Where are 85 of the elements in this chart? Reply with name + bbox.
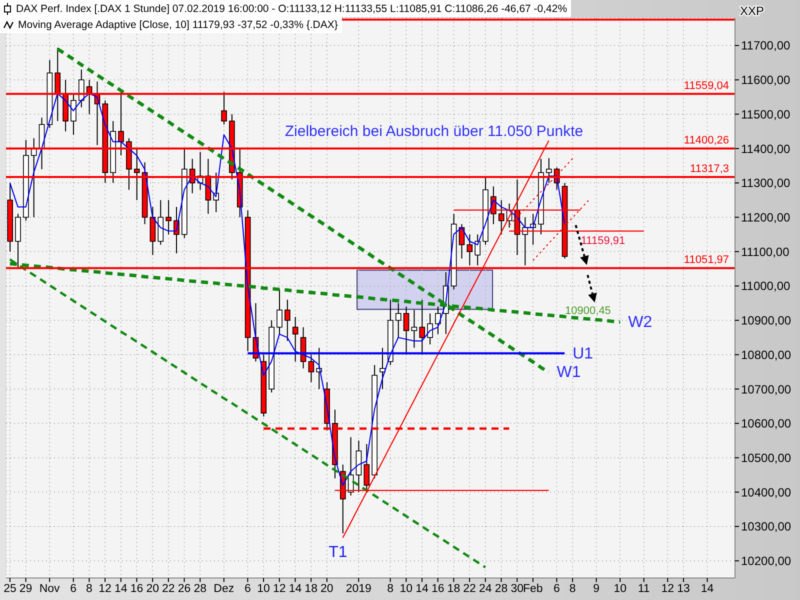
y-tick-label: 11400,00: [741, 142, 790, 156]
y-tick-label: 11600,00: [741, 73, 790, 88]
candlestick: [380, 347, 386, 390]
x-tick-label: 20: [320, 583, 334, 596]
y-tick-label: 11500,00: [741, 107, 790, 122]
y-tick-label: 11300,00: [741, 176, 790, 190]
ref-line-label: 11400,26: [684, 134, 729, 146]
y-tick-label: 10900,00: [741, 314, 792, 328]
candlestick: [284, 299, 290, 342]
y-tick-label: 10300,00: [741, 520, 792, 534]
chart-title: DAX Perf. Index [.DAX 1 Stunde] 07.02.2019 16:00:00 - O:11133,12 H:11133,55 L:11085,91 C:11086,26 -46,67 -0,42%: [16, 2, 568, 14]
x-tick-label: Feb: [523, 583, 543, 596]
x-tick-label: 6: [554, 583, 560, 596]
candlestick: [435, 306, 441, 335]
x-tick-label: 22: [162, 583, 175, 596]
text: XXP: [740, 4, 764, 18]
candlestick: [403, 306, 410, 356]
candlestick: [166, 200, 172, 235]
x-tick-label: 6: [244, 583, 251, 596]
annotation: 10900,45: [565, 305, 611, 317]
x-tick-label: 12: [661, 583, 674, 596]
x-tick-label: 29: [19, 583, 32, 596]
x-tick-label: 26: [178, 583, 191, 596]
x-tick-label: 28: [194, 583, 207, 596]
x-tick-label: 30: [510, 583, 524, 596]
x-tick-label: 16: [431, 583, 444, 596]
x-tick-label: 11: [638, 583, 650, 596]
x-tick-label: 8: [86, 583, 92, 596]
y-tick-label: 10800,00: [741, 348, 792, 362]
y-tick-label: 10500,00: [741, 451, 792, 466]
candlestick: [419, 299, 426, 356]
candlestick: [427, 312, 433, 345]
x-tick-label: 22: [463, 583, 476, 596]
x-tick-label: Dez: [214, 583, 234, 596]
x-tick-label: 14: [700, 583, 714, 596]
x-tick-label: Nov: [39, 583, 60, 596]
series-label: W2: [628, 314, 652, 331]
x-tick-label: 16: [130, 583, 144, 596]
y-tick-label: 11700,00: [741, 38, 790, 53]
ref-line-label: 11051,97: [684, 254, 729, 266]
y-tick-label: 10400,00: [741, 485, 792, 500]
y-tick-label: 10200,00: [741, 554, 792, 568]
candlestick: [292, 316, 298, 362]
candlestick: [70, 93, 76, 136]
chart-subtitle: Moving Average Adaptive [Close, 10] 11179,93 -37,52 -0,33% {.DAX}: [18, 19, 338, 31]
x-tick-label: 24: [479, 583, 492, 596]
x-tick-label: 14: [416, 583, 430, 596]
candlestick: [78, 69, 84, 108]
annotation: 11159,91: [580, 235, 626, 247]
x-tick-label: 28: [494, 583, 508, 596]
candlestick: [276, 288, 282, 335]
x-tick-label: 20: [146, 583, 159, 596]
x-tick-label: 6: [70, 583, 77, 596]
annotation: T1: [328, 544, 348, 560]
ref-line-label: 11559,04: [684, 80, 729, 92]
ref-line-label: 11317,3: [690, 162, 729, 175]
x-tick-label: 8: [387, 583, 394, 596]
x-tick-label: 10: [400, 583, 413, 596]
y-tick-label: 10700,00: [741, 382, 792, 396]
y-tick-label: 11200,00: [741, 210, 790, 225]
x-tick-label: 12: [272, 583, 286, 596]
y-tick-label: 11100,00: [741, 244, 790, 259]
x-tick-label: 14: [288, 583, 302, 596]
x-tick-label: 25: [4, 583, 16, 596]
x-tick-label: 10: [257, 583, 270, 596]
candlestick: [411, 310, 418, 348]
x-tick-label: 2019: [346, 583, 372, 596]
y-tick-label: 10600,00: [741, 416, 792, 431]
series-label: W1: [556, 364, 581, 381]
y-tick-label: 11000,00: [741, 279, 790, 294]
candlestick: [474, 234, 480, 266]
x-tick-label: 14: [114, 583, 128, 596]
x-tick-label: 10: [614, 583, 626, 596]
annotation: Zielbereich bei Ausbruch über 11.050 Punkte: [284, 122, 584, 140]
x-tick-label: 8: [569, 583, 576, 596]
candlestick: [546, 158, 552, 184]
x-tick-label: 18: [304, 583, 318, 596]
series-label: U1: [572, 344, 594, 362]
candlestick: [308, 354, 314, 383]
candlestick: [316, 347, 322, 390]
x-tick-label: 18: [447, 583, 460, 596]
x-tick-label: 9: [593, 583, 600, 596]
x-tick-label: 13: [677, 583, 690, 596]
x-tick-label: 12: [98, 583, 112, 596]
candlestick: [395, 302, 402, 338]
